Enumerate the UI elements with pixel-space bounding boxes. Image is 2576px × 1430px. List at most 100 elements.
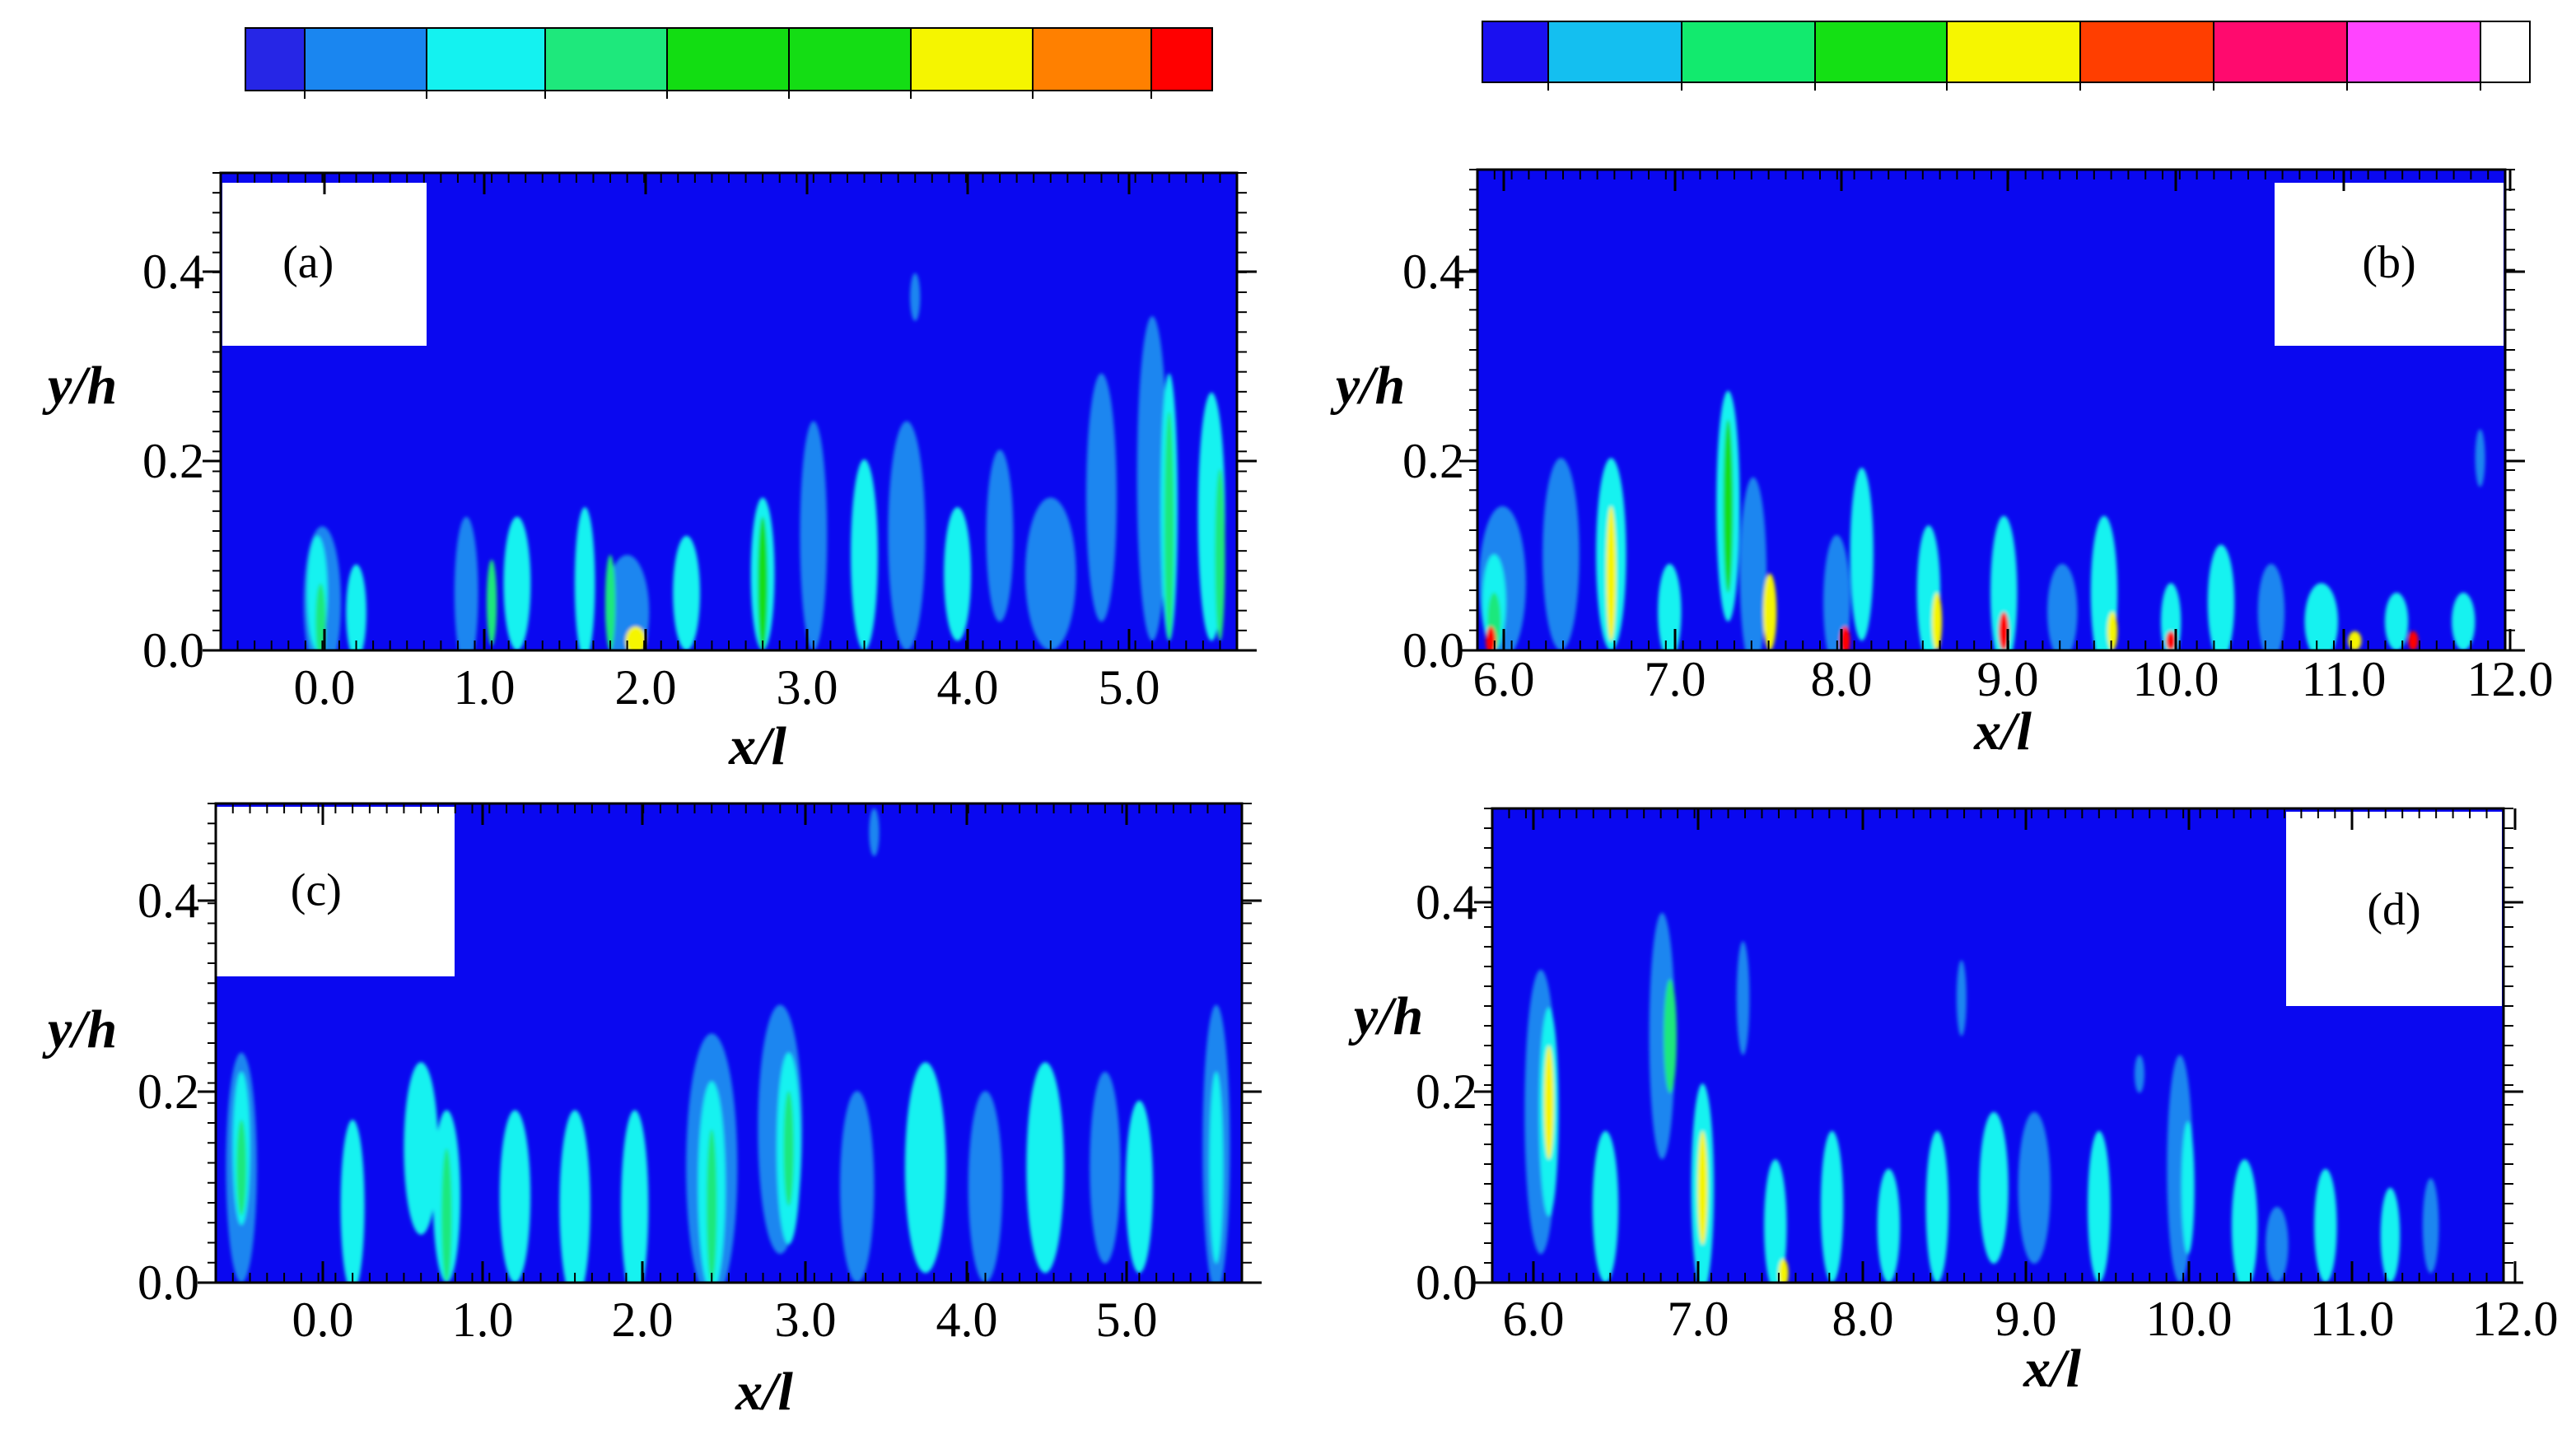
contour-blob — [2380, 1187, 2401, 1283]
contour-blob — [1136, 316, 1168, 641]
colorbar-segment — [1032, 27, 1152, 91]
contour-blob — [1979, 1111, 2009, 1264]
colorbar-segment — [1547, 21, 1682, 83]
contour-blob — [1850, 468, 1874, 641]
colorbar-segment — [2079, 21, 2214, 83]
contour-blob — [574, 507, 595, 650]
contour-blob — [968, 1091, 1003, 1283]
contour-field — [226, 808, 1230, 1283]
contour-blob — [1026, 1062, 1065, 1274]
contour-blob — [1763, 573, 1777, 650]
contour-blob — [1823, 534, 1850, 650]
colorbar-segment — [544, 27, 668, 91]
contour-field — [1479, 390, 2485, 650]
y-tick-label: 0.2 — [1402, 434, 1464, 488]
contour-blob — [1085, 373, 1117, 622]
colorbar-segment — [1946, 21, 2081, 83]
contour-blob — [2207, 544, 2235, 650]
contour-blob — [486, 559, 497, 646]
contour-blob — [2304, 583, 2339, 650]
contour-blob — [2452, 592, 2476, 650]
contour-blob — [2257, 563, 2285, 650]
colorbar-segment — [1482, 21, 1549, 83]
contour-blob — [404, 1062, 438, 1235]
contour-field — [303, 272, 1225, 650]
contour-blob — [621, 1110, 649, 1283]
x-tick-label: 9.0 — [1977, 652, 2039, 706]
panel-label: (c) — [291, 864, 342, 915]
contour-blob — [1956, 960, 1967, 1036]
contour-blob — [2475, 429, 2485, 487]
x-tick-label: 7.0 — [1668, 1292, 1729, 1346]
x-tick-label: 7.0 — [1645, 652, 1706, 706]
x-axis-title: x/l — [728, 716, 786, 776]
colorbar-left — [245, 27, 1213, 99]
contour-blob — [1090, 1071, 1121, 1264]
contour-blob — [1877, 1168, 1901, 1283]
contour-blob — [2088, 1130, 2111, 1283]
contour-blob — [2422, 1178, 2439, 1274]
y-tick-label: 0.0 — [138, 1255, 199, 1310]
contour-blob — [604, 555, 650, 650]
contour-blob — [559, 1110, 590, 1283]
contour-blob — [340, 1120, 365, 1283]
contour-blob — [904, 1062, 946, 1274]
panel-label-box — [222, 183, 427, 346]
y-tick-label: 0.2 — [1416, 1064, 1477, 1119]
contour-blob — [1486, 626, 1496, 650]
contour-blob — [1697, 1130, 1708, 1245]
colorbar-segment — [245, 27, 306, 91]
x-tick-label: 1.0 — [454, 660, 516, 715]
contour-blob — [1658, 563, 1682, 650]
contour-blob — [2348, 631, 2362, 650]
contour-blob — [2231, 1159, 2258, 1283]
contour-blob — [1592, 1130, 1619, 1283]
contour-blob — [1925, 1130, 1949, 1283]
y-tick-label: 0.4 — [138, 873, 199, 928]
contour-blob — [1542, 458, 1580, 650]
y-axis-title: y/h — [42, 999, 117, 1060]
contour-blob — [1736, 941, 1750, 1055]
contour-blob — [2384, 592, 2409, 650]
x-tick-label: 4.0 — [937, 660, 999, 715]
contour-blob — [236, 1120, 247, 1216]
contour-blob — [1209, 1071, 1224, 1264]
contour-blob — [1739, 477, 1767, 650]
x-tick-label: 1.0 — [452, 1293, 514, 1347]
panel-b: (b) 6.0 7.0 8.0 9.0 10.0 11.0 12.0 0.0 0.2 0.4 x/l y… — [1330, 168, 2554, 762]
y-tick-label: 0.2 — [142, 434, 204, 488]
contour-blob — [1606, 505, 1617, 641]
contour-blob — [1024, 497, 1076, 650]
x-tick-label: 12.0 — [2472, 1292, 2559, 1346]
x-tick-label: 10.0 — [2146, 1292, 2233, 1346]
contour-blob — [1543, 1046, 1554, 1160]
x-tick-label: 5.0 — [1096, 1293, 1158, 1347]
x-tick-label: 0.0 — [294, 660, 356, 715]
contour-blob — [604, 555, 616, 650]
contour-blob — [2266, 1206, 2289, 1283]
x-tick-label: 10.0 — [2133, 652, 2219, 706]
contour-blob — [1649, 912, 1676, 1160]
contour-blob — [346, 564, 366, 650]
contour-blob — [503, 516, 531, 650]
contour-blob — [869, 808, 880, 857]
x-axis-title: x/l — [2023, 1339, 2081, 1399]
panel-a: (a) 0.0 1.0 2.0 3.0 4.0 5.0 0.0 0.2 0.4 x/l y/h — [42, 171, 1257, 776]
panel-d: (d) 6.0 7.0 8.0 9.0 10.0 11.0 12.0 0.0 0.2 0.4 x/l y… — [1348, 807, 2559, 1399]
contour-blob — [1764, 1159, 1787, 1283]
panel-label-box — [2286, 812, 2502, 1006]
colorbar-segment — [1150, 27, 1213, 91]
contour-blob — [944, 507, 972, 641]
panel-label: (a) — [282, 237, 334, 288]
contour-blob — [2314, 1168, 2337, 1283]
colorbar-segment — [304, 27, 427, 91]
y-axis-title: y/h — [1348, 986, 1423, 1046]
y-tick-label: 0.4 — [1416, 875, 1477, 929]
contour-blob — [2046, 563, 2078, 650]
contour-blob — [1723, 419, 1734, 593]
x-tick-label: 11.0 — [2302, 652, 2387, 706]
contour-blob — [910, 272, 921, 321]
contour-blob — [986, 449, 1014, 622]
y-axis-title: y/h — [42, 356, 117, 416]
